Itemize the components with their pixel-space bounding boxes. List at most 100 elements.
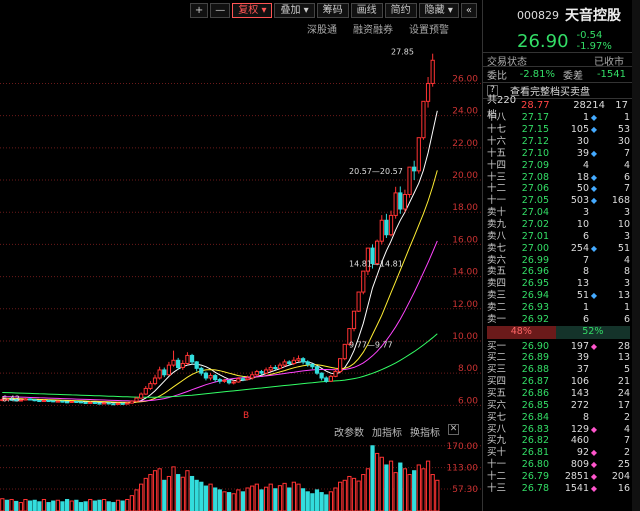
volume-bar (106, 501, 111, 511)
candle-body (250, 374, 255, 379)
candle-body (430, 59, 435, 84)
level-price: 26.86 (521, 387, 549, 399)
adjust-dropdown[interactable]: 复权 ▾ (232, 3, 273, 18)
candlestick-chart[interactable]: 26.00 24.00 22.00 20.00 18.00 16.00 14.00 12.00… (0, 34, 481, 419)
order-book-row[interactable]: 卖二 26.93 1 1 (483, 302, 640, 314)
candle-body (102, 402, 107, 405)
level-count: 7 (623, 147, 630, 159)
order-book-row[interactable]: 十二 26.79 2851 ◆ 204 (483, 470, 640, 482)
order-book-row[interactable]: 买九 26.82 460 7 (483, 435, 640, 447)
side-scrollbar[interactable] (632, 0, 640, 511)
level-volume: 8 (582, 411, 589, 423)
order-book-row[interactable]: 十三 27.08 18 ◆ 6 (483, 171, 640, 183)
order-book-row[interactable]: 买八 26.83 129 ◆ 4 (483, 423, 640, 435)
order-book-row[interactable]: 十一 26.80 809 ◆ 25 (483, 459, 640, 471)
order-book-row[interactable]: 十三 26.78 1541 ◆ 16 (483, 482, 640, 494)
candle-body (69, 400, 74, 403)
book-split-bar: 48% 52% (487, 326, 630, 340)
order-book-row[interactable]: 卖一 26.92 6 6 (483, 313, 640, 325)
order-book-row[interactable]: 买三 26.88 37 5 (483, 364, 640, 376)
volume-bar (199, 481, 204, 511)
level-label: 卖七 (487, 242, 507, 254)
order-book-row[interactable]: 十四 27.09 4 4 (483, 159, 640, 171)
sgt-link[interactable]: 深股通 (307, 25, 337, 36)
level-label: 十三 (487, 482, 507, 494)
level-price: 26.85 (521, 399, 549, 411)
level-count: 6 (623, 313, 630, 325)
volume-bar (102, 498, 107, 511)
chips-button[interactable]: 筹码 (316, 3, 349, 18)
order-book-row[interactable]: 买五 26.86 143 24 (483, 388, 640, 400)
order-book-row[interactable]: 十七 27.15 105 ◆ 53 (483, 124, 640, 136)
zoom-out-button[interactable]: — (210, 3, 231, 18)
candle-body (393, 192, 398, 216)
trade-status-row: 交易状态 已收市 (483, 52, 640, 68)
volume-bar (217, 489, 222, 511)
order-book-row[interactable]: 十八 27.17 1 ◆ 1 (483, 112, 640, 124)
kline-chart-area[interactable]: + — 复权 ▾ 叠加 ▾ 筹码 画线 简约 隐藏 ▾ « 深股通 融资融券 设… (0, 0, 481, 511)
order-book-row[interactable]: 卖五 26.96 8 8 (483, 266, 640, 278)
level-volume: 460 (570, 435, 589, 447)
level-label: 十八 (487, 112, 507, 124)
order-book-row[interactable]: 买六 26.85 272 17 (483, 399, 640, 411)
order-book-row[interactable]: 卖六 26.99 7 4 (483, 254, 640, 266)
level-price: 26.95 (521, 278, 549, 290)
swap-indicator-button[interactable]: 换指标 (410, 428, 440, 439)
alert-link[interactable]: 设置预警 (409, 25, 449, 36)
change-dot-icon: ◆ (590, 125, 598, 135)
candle-body (88, 401, 93, 404)
order-book-row[interactable]: 卖八 27.01 6 3 (483, 230, 640, 242)
order-book-row[interactable]: 十六 27.12 30 30 (483, 136, 640, 148)
volume-bar (83, 501, 88, 511)
level-price: 26.94 (521, 290, 549, 302)
help-icon[interactable]: ? (487, 85, 498, 96)
volume-bar (74, 499, 79, 511)
volume-bar (41, 498, 47, 511)
close-icon[interactable]: ✕ (448, 424, 459, 435)
change-params-button[interactable]: 改参数 (334, 428, 364, 439)
candle-body (379, 219, 384, 242)
candle-body (402, 194, 408, 210)
order-book-row[interactable]: 卖七 27.00 254 ◆ 51 (483, 242, 640, 254)
price-annotation: 9.77—9.77 (349, 341, 393, 350)
diff-label: 委差 (563, 71, 583, 82)
candle-body (115, 402, 121, 405)
order-book-row[interactable]: 买十 26.81 92 ◆ 2 (483, 447, 640, 459)
full-book-label[interactable]: 查看完整档买卖盘 (510, 87, 590, 98)
order-book-row[interactable]: 十二 27.06 50 ◆ 7 (483, 183, 640, 195)
hide-dropdown[interactable]: 隐藏 ▾ (418, 3, 459, 18)
volume-bar (226, 492, 232, 511)
order-book-row[interactable]: 买七 26.84 8 2 (483, 411, 640, 423)
add-indicator-button[interactable]: 加指标 (372, 428, 402, 439)
overlay-dropdown[interactable]: 叠加 ▾ (274, 3, 315, 18)
volume-chart[interactable]: 170.00 113.00 57.30 (0, 438, 481, 511)
volume-bar (388, 460, 394, 511)
simple-mode-button[interactable]: 简约 (384, 3, 417, 18)
candle-body (120, 402, 125, 405)
order-book-row[interactable]: 买二 26.89 39 13 (483, 352, 640, 364)
sell-share: 48% (487, 326, 556, 340)
order-book-row[interactable]: 十五 27.10 39 ◆ 7 (483, 148, 640, 160)
volume-bar (296, 483, 301, 511)
zoom-in-button[interactable]: + (189, 3, 209, 18)
volume-bar (0, 498, 5, 511)
level-label: 买一 (487, 340, 507, 352)
full-book-button[interactable]: ? 查看完整档买卖盘 (483, 82, 640, 98)
order-book-row[interactable]: 卖四 26.95 13 3 (483, 278, 640, 290)
price-annotation: 27.85 (391, 48, 414, 57)
order-book-row[interactable]: 卖三 26.94 51 ◆ 13 (483, 290, 640, 302)
order-book-row[interactable]: 十一 27.05 503 ◆ 168 (483, 195, 640, 207)
draw-line-button[interactable]: 画线 (350, 3, 383, 18)
volume-bar (129, 495, 135, 511)
volume-bar (231, 493, 236, 511)
order-book-row[interactable]: 买一 26.90 197 ◆ 28 (483, 340, 640, 352)
order-book-row[interactable]: 卖九 27.02 10 10 (483, 219, 640, 231)
volume-bar (245, 487, 250, 511)
order-book-row[interactable]: 卖十 27.04 3 3 (483, 207, 640, 219)
level-volume: 503 (570, 195, 589, 207)
level-volume: 13 (576, 278, 589, 290)
order-book-row[interactable]: 买四 26.87 106 21 (483, 376, 640, 388)
margin-link[interactable]: 融资融券 (353, 25, 393, 36)
collapse-icon[interactable]: « (460, 3, 477, 18)
y-tick-label: 6.00 (458, 396, 478, 406)
